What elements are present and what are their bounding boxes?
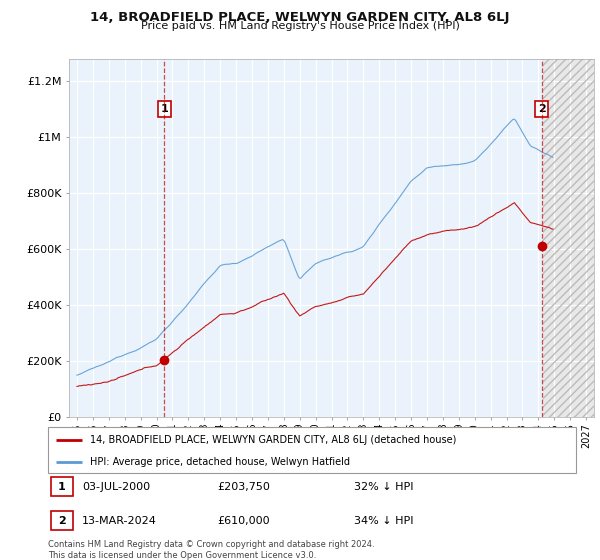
Text: 34% ↓ HPI: 34% ↓ HPI xyxy=(354,516,414,526)
Text: HPI: Average price, detached house, Welwyn Hatfield: HPI: Average price, detached house, Welw… xyxy=(90,457,350,467)
Text: 14, BROADFIELD PLACE, WELWYN GARDEN CITY, AL8 6LJ (detached house): 14, BROADFIELD PLACE, WELWYN GARDEN CITY… xyxy=(90,435,457,445)
Text: 32% ↓ HPI: 32% ↓ HPI xyxy=(354,482,414,492)
Bar xyxy=(543,59,600,417)
Text: Price paid vs. HM Land Registry's House Price Index (HPI): Price paid vs. HM Land Registry's House … xyxy=(140,21,460,31)
Text: 03-JUL-2000: 03-JUL-2000 xyxy=(82,482,151,492)
FancyBboxPatch shape xyxy=(50,511,73,530)
Text: 1: 1 xyxy=(161,104,169,114)
Text: 13-MAR-2024: 13-MAR-2024 xyxy=(82,516,157,526)
Text: 1: 1 xyxy=(58,482,65,492)
Text: 2: 2 xyxy=(58,516,65,526)
Bar xyxy=(543,59,600,417)
Text: £610,000: £610,000 xyxy=(217,516,269,526)
Text: £203,750: £203,750 xyxy=(217,482,270,492)
Text: 14, BROADFIELD PLACE, WELWYN GARDEN CITY, AL8 6LJ: 14, BROADFIELD PLACE, WELWYN GARDEN CITY… xyxy=(90,11,510,24)
FancyBboxPatch shape xyxy=(50,477,73,497)
Text: 2: 2 xyxy=(538,104,545,114)
FancyBboxPatch shape xyxy=(48,427,576,473)
Text: Contains HM Land Registry data © Crown copyright and database right 2024.
This d: Contains HM Land Registry data © Crown c… xyxy=(48,540,374,560)
